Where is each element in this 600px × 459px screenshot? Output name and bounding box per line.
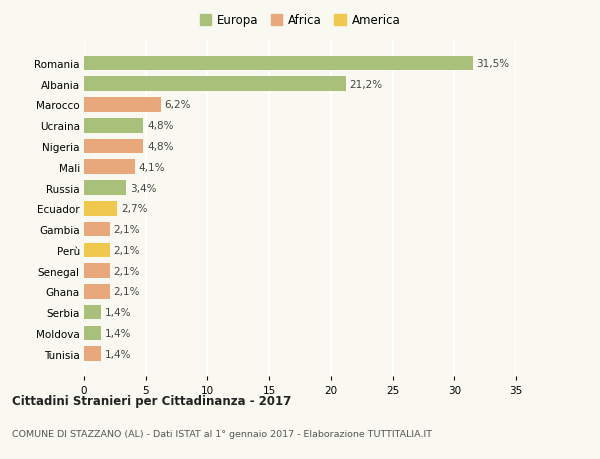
Text: COMUNE DI STAZZANO (AL) - Dati ISTAT al 1° gennaio 2017 - Elaborazione TUTTITALI: COMUNE DI STAZZANO (AL) - Dati ISTAT al …: [12, 429, 432, 438]
Bar: [84, 77, 346, 92]
Text: 2,7%: 2,7%: [121, 204, 148, 214]
Text: 2,1%: 2,1%: [113, 245, 140, 255]
Bar: [84, 305, 101, 320]
Bar: [84, 160, 134, 175]
Bar: [84, 347, 101, 361]
Text: 4,1%: 4,1%: [139, 162, 165, 173]
Bar: [84, 119, 143, 133]
Bar: [84, 285, 110, 299]
Bar: [84, 140, 143, 154]
Text: 31,5%: 31,5%: [476, 59, 509, 69]
Bar: [84, 181, 126, 196]
Text: 2,1%: 2,1%: [113, 266, 140, 276]
Text: 3,4%: 3,4%: [130, 183, 156, 193]
Text: 4,8%: 4,8%: [147, 142, 173, 151]
Bar: [84, 98, 161, 112]
Text: 2,1%: 2,1%: [113, 224, 140, 235]
Text: 2,1%: 2,1%: [113, 287, 140, 297]
Text: 21,2%: 21,2%: [349, 79, 382, 90]
Bar: [84, 326, 101, 341]
Text: 4,8%: 4,8%: [147, 121, 173, 131]
Bar: [84, 222, 110, 237]
Legend: Europa, Africa, America: Europa, Africa, America: [195, 10, 405, 32]
Bar: [84, 243, 110, 257]
Text: 1,4%: 1,4%: [105, 308, 131, 318]
Text: Cittadini Stranieri per Cittadinanza - 2017: Cittadini Stranieri per Cittadinanza - 2…: [12, 394, 291, 407]
Text: 1,4%: 1,4%: [105, 349, 131, 359]
Bar: [84, 56, 473, 71]
Text: 6,2%: 6,2%: [164, 100, 191, 110]
Text: 1,4%: 1,4%: [105, 328, 131, 338]
Bar: [84, 202, 118, 216]
Bar: [84, 264, 110, 278]
